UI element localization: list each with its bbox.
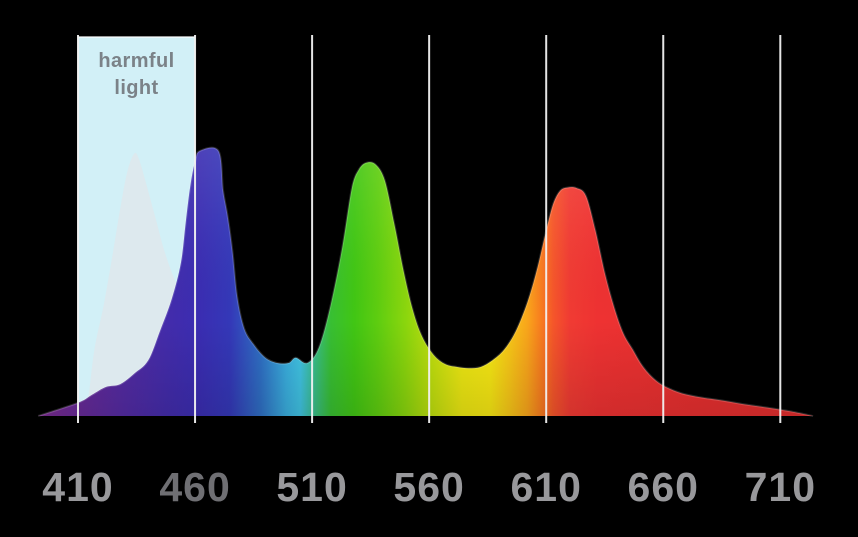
spectrum-curve-gloss [38,147,814,417]
spectrum-curve-edge-highlight [37,146,814,417]
gridlines [77,35,782,423]
